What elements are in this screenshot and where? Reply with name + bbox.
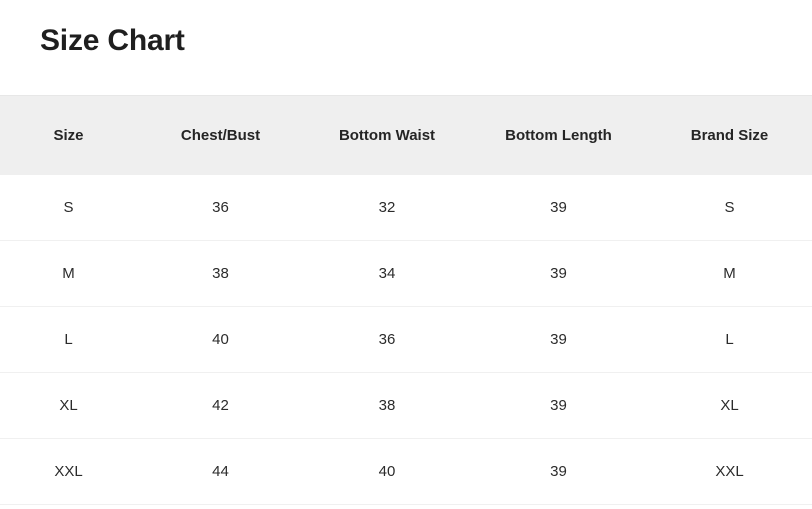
cell-brand: XXL bbox=[715, 463, 744, 480]
cell-chest: 44 bbox=[212, 463, 229, 480]
cell-size: XL bbox=[59, 397, 78, 414]
table-body: S 36 32 39 S M 38 34 39 M L 40 36 39 L bbox=[0, 174, 812, 505]
cell-size: S bbox=[63, 198, 74, 216]
cell-length: 39 bbox=[550, 463, 567, 480]
cell-brand: XL bbox=[720, 397, 739, 414]
cell-chest: 36 bbox=[212, 198, 229, 216]
title-area: Size Chart bbox=[0, 0, 812, 95]
size-chart-table: Size Chest/Bust Bottom Waist Bottom Leng… bbox=[0, 95, 812, 505]
table-row: XXL 44 40 39 XXL bbox=[0, 438, 812, 505]
table-header-row: Size Chest/Bust Bottom Waist Bottom Leng… bbox=[0, 95, 812, 175]
table-row: L 40 36 39 L bbox=[0, 306, 812, 373]
cell-brand: L bbox=[725, 331, 734, 348]
cell-length: 39 bbox=[550, 397, 567, 414]
column-header-brand: Brand Size bbox=[690, 126, 769, 144]
cell-chest: 38 bbox=[212, 265, 229, 282]
cell-waist: 34 bbox=[378, 265, 396, 282]
cell-waist: 38 bbox=[378, 397, 396, 414]
column-header-length: Bottom Length bbox=[505, 126, 612, 144]
column-header-waist: Bottom Waist bbox=[338, 126, 436, 144]
cell-length: 39 bbox=[550, 331, 567, 348]
table-row: XL 42 38 39 XL bbox=[0, 372, 812, 439]
page-title: Size Chart bbox=[40, 24, 185, 57]
column-header-chest: Chest/Bust bbox=[180, 126, 261, 144]
cell-length: 39 bbox=[550, 265, 567, 282]
cell-brand: S bbox=[724, 198, 735, 216]
cell-size: M bbox=[62, 265, 75, 282]
column-header-size: Size bbox=[53, 126, 84, 144]
cell-size: XXL bbox=[54, 463, 83, 480]
cell-waist: 36 bbox=[378, 331, 396, 348]
cell-brand: M bbox=[723, 265, 736, 282]
table-row: S 36 32 39 S bbox=[0, 174, 812, 241]
table-row: M 38 34 39 M bbox=[0, 240, 812, 307]
cell-chest: 40 bbox=[212, 331, 229, 348]
cell-chest: 42 bbox=[212, 397, 229, 414]
table-header: Size Chest/Bust Bottom Waist Bottom Leng… bbox=[0, 95, 812, 175]
cell-length: 39 bbox=[550, 198, 567, 216]
cell-waist: 32 bbox=[378, 198, 396, 216]
cell-waist: 40 bbox=[378, 463, 396, 480]
cell-size: L bbox=[64, 331, 73, 348]
